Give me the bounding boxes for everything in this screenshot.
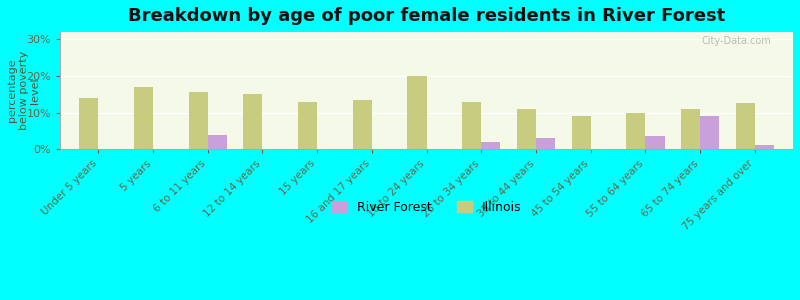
Bar <box>79 98 98 149</box>
Title: Breakdown by age of poor female residents in River Forest: Breakdown by age of poor female resident… <box>128 7 726 25</box>
Y-axis label: percentage
below poverty
level: percentage below poverty level <box>7 51 40 130</box>
Bar <box>626 112 646 149</box>
Bar <box>482 142 501 149</box>
Bar <box>571 116 590 149</box>
Bar <box>700 116 719 149</box>
Bar <box>134 87 153 149</box>
Bar <box>646 136 665 149</box>
Bar <box>298 102 317 149</box>
Bar <box>536 138 555 149</box>
Bar <box>208 134 227 149</box>
Bar <box>681 109 700 149</box>
Bar <box>407 76 426 149</box>
Bar <box>517 109 536 149</box>
Bar <box>243 94 262 149</box>
Bar <box>754 146 774 149</box>
Bar <box>189 92 208 149</box>
Text: City-Data.com: City-Data.com <box>702 36 771 46</box>
Bar <box>353 100 372 149</box>
Legend: River Forest, Illinois: River Forest, Illinois <box>327 196 526 219</box>
Bar <box>462 102 482 149</box>
Bar <box>736 103 754 149</box>
